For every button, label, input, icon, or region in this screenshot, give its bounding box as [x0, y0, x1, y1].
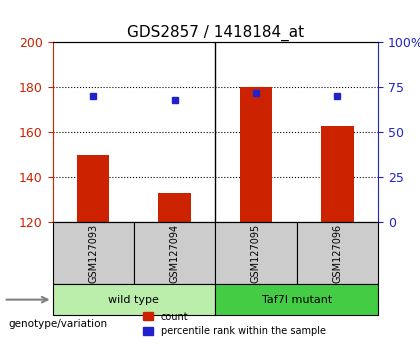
FancyBboxPatch shape	[215, 222, 297, 284]
Text: GSM127093: GSM127093	[88, 224, 98, 283]
Bar	[321, 126, 354, 222]
Title: GDS2857 / 1418184_at: GDS2857 / 1418184_at	[127, 25, 304, 41]
Bar	[158, 193, 191, 222]
Text: Taf7l mutant: Taf7l mutant	[262, 295, 332, 305]
Text: GSM127095: GSM127095	[251, 224, 261, 283]
FancyBboxPatch shape	[52, 284, 215, 315]
FancyBboxPatch shape	[52, 222, 134, 284]
Text: genotype/variation: genotype/variation	[8, 319, 108, 329]
Bar	[240, 87, 272, 222]
FancyBboxPatch shape	[134, 222, 215, 284]
Legend: count, percentile rank within the sample: count, percentile rank within the sample	[139, 308, 330, 340]
Text: wild type: wild type	[108, 295, 159, 305]
FancyBboxPatch shape	[215, 284, 378, 315]
FancyBboxPatch shape	[297, 222, 378, 284]
Bar	[77, 155, 110, 222]
Text: GSM127094: GSM127094	[170, 224, 180, 283]
Text: GSM127096: GSM127096	[332, 224, 342, 283]
